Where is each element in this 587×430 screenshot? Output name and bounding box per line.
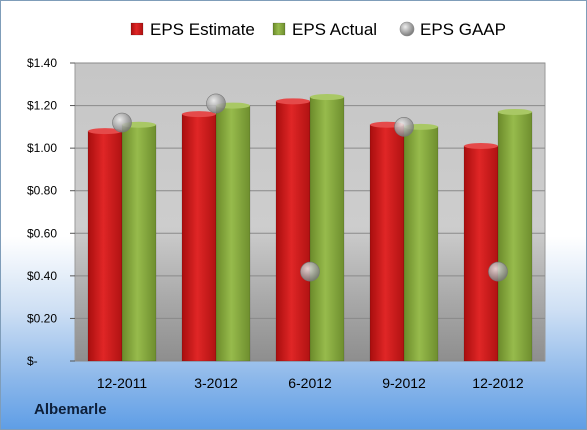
eps-actual-bar — [309, 96, 345, 362]
legend-swatch — [399, 21, 415, 37]
legend-label: EPS GAAP — [420, 20, 506, 39]
legend-swatch — [272, 22, 286, 36]
x-axis-categories: 12-2011 3-2012 6-2012 9-2012 12-2012 — [97, 375, 524, 391]
legend-swatch — [130, 22, 144, 36]
eps-gaap-marker — [300, 261, 320, 282]
bars — [87, 94, 533, 362]
y-tick-label: $1.00 — [27, 141, 57, 155]
eps-estimate-bar — [369, 124, 405, 362]
x-category-label: 3-2012 — [194, 375, 238, 391]
eps-gaap-marker — [112, 112, 132, 133]
legend: EPS Estimate EPS Actual EPS GAAP — [130, 20, 506, 39]
eps-estimate-bar — [463, 145, 499, 362]
gaap-markers — [112, 93, 508, 282]
legend-label: EPS Actual — [292, 20, 377, 39]
x-category-label: 12-2011 — [97, 375, 148, 391]
x-category-label: 9-2012 — [382, 375, 426, 391]
eps-actual-bar — [121, 124, 157, 362]
bar-top-highlight — [182, 111, 216, 118]
bar-top-highlight — [310, 94, 344, 101]
legend-label: EPS Estimate — [150, 20, 255, 39]
eps-actual-bar — [403, 126, 439, 362]
y-tick-label: $0.20 — [27, 311, 57, 325]
eps-estimate-bar — [181, 113, 217, 362]
eps-estimate-bar — [87, 130, 123, 362]
eps-actual-bar — [497, 111, 533, 362]
y-tick-label: $1.20 — [27, 99, 57, 113]
bar-top-highlight — [464, 143, 498, 150]
x-category-label: 12-2012 — [472, 375, 524, 391]
y-tick-label: $0.80 — [27, 184, 57, 198]
eps-gaap-marker — [206, 93, 226, 114]
y-tick-label: $1.40 — [27, 56, 57, 70]
eps-gaap-marker — [488, 261, 508, 282]
y-axis-ticks: $- $0.20 $0.40 $0.60 $0.80 $1.00 $1.20 $1.40 — [27, 56, 75, 368]
bar-top-highlight — [276, 98, 310, 105]
bar-top-highlight — [88, 128, 122, 135]
company-name: Albemarle — [34, 401, 107, 418]
eps-estimate-bar — [275, 101, 311, 362]
y-tick-label: $0.60 — [27, 226, 57, 240]
x-category-label: 6-2012 — [288, 375, 332, 391]
eps-gaap-marker — [394, 117, 414, 137]
y-tick-label: $0.40 — [27, 269, 57, 283]
eps-actual-bar — [215, 105, 251, 362]
bar-top-highlight — [498, 108, 532, 115]
y-tick-label: $- — [27, 354, 38, 368]
